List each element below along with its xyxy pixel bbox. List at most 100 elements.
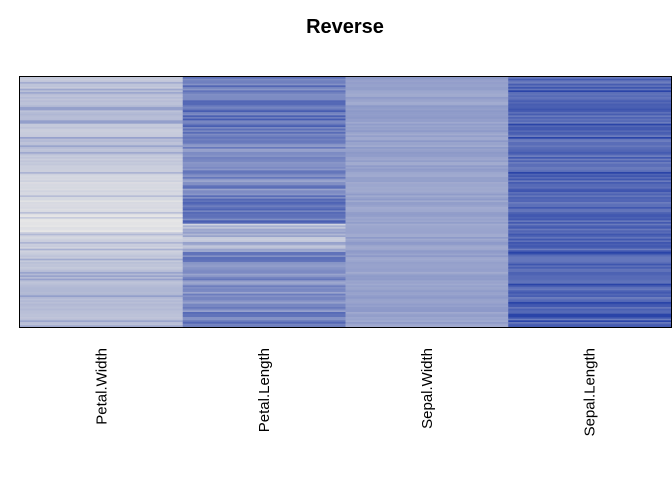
heatmap-cell	[345, 140, 509, 143]
heatmap-cell	[20, 172, 184, 175]
heatmap-cell	[345, 278, 509, 281]
heatmap-cell	[345, 92, 509, 95]
heatmap-cell	[20, 118, 184, 121]
heatmap-cell	[20, 258, 184, 261]
heatmap-cell	[20, 80, 184, 83]
heatmap-cell	[182, 185, 346, 188]
heatmap-cell	[20, 182, 184, 185]
heatmap-cell	[508, 270, 672, 273]
heatmap-cell	[182, 177, 346, 180]
heatmap-cell	[508, 207, 672, 210]
heatmap-cell	[345, 270, 509, 273]
heatmap-cell	[20, 298, 184, 301]
heatmap-cell	[20, 228, 184, 231]
heatmap-cell	[20, 302, 184, 305]
heatmap-cell	[345, 268, 509, 271]
heatmap-cell	[182, 155, 346, 158]
heatmap-cell	[20, 247, 184, 250]
heatmap-cell	[508, 277, 672, 280]
heatmap-cell	[20, 240, 184, 243]
heatmap-cell	[345, 320, 509, 323]
heatmap-cell	[182, 318, 346, 321]
heatmap-cell	[20, 277, 184, 280]
heatmap-cell	[508, 160, 672, 163]
heatmap-cell	[20, 222, 184, 225]
heatmap-cell	[20, 285, 184, 288]
heatmap-cell	[508, 237, 672, 240]
heatmap-cell	[182, 315, 346, 318]
heatmap-cell	[508, 312, 672, 315]
heatmap-cell	[182, 228, 346, 231]
heatmap-cell	[508, 115, 672, 118]
heatmap-cell	[182, 193, 346, 196]
heatmap-cell	[508, 310, 672, 313]
column-label-petal-width: Petal.Width	[93, 348, 110, 425]
heatmap-cell	[20, 160, 184, 163]
heatmap-cell	[182, 308, 346, 311]
heatmap-cell	[182, 238, 346, 241]
heatmap-cell	[345, 85, 509, 88]
heatmap-cell	[508, 235, 672, 238]
heatmap-cell	[345, 302, 509, 305]
heatmap-cell	[182, 110, 346, 113]
heatmap-cell	[345, 145, 509, 148]
heatmap-cell	[20, 272, 184, 275]
heatmap-cell	[345, 175, 509, 178]
heatmap-cell	[182, 205, 346, 208]
heatmap-cell	[508, 122, 672, 125]
heatmap-cell	[20, 243, 184, 246]
heatmap-cell	[20, 322, 184, 325]
heatmap-cell	[182, 312, 346, 315]
heatmap-cell	[182, 243, 346, 246]
heatmap-cell	[20, 235, 184, 238]
heatmap-cell	[508, 198, 672, 201]
heatmap-cell	[182, 240, 346, 243]
heatmap-cell	[182, 212, 346, 215]
heatmap-cell	[508, 305, 672, 308]
heatmap-cell	[20, 105, 184, 108]
heatmap-cell	[182, 255, 346, 258]
heatmap-cell	[20, 265, 184, 268]
heatmap-cell	[345, 147, 509, 150]
heatmap-cell	[345, 290, 509, 293]
heatmap-cell	[182, 92, 346, 95]
heatmap-cell	[345, 225, 509, 228]
heatmap-cell	[20, 203, 184, 206]
heatmap-cell	[345, 118, 509, 121]
heatmap-cell	[20, 157, 184, 160]
heatmap-cell	[508, 213, 672, 216]
heatmap-cell	[508, 188, 672, 191]
heatmap-cell	[508, 252, 672, 255]
heatmap-cell	[182, 247, 346, 250]
heatmap-cell	[20, 112, 184, 115]
heatmap-cell	[20, 195, 184, 198]
heatmap-cell	[345, 218, 509, 221]
heatmap-cell	[508, 142, 672, 145]
heatmap-cell	[345, 275, 509, 278]
heatmap-cell	[20, 127, 184, 130]
heatmap-cell	[20, 167, 184, 170]
heatmap-cell	[182, 288, 346, 291]
heatmap-cell	[182, 290, 346, 293]
heatmap-cell	[345, 315, 509, 318]
heatmap-cell	[345, 232, 509, 235]
heatmap-cell	[345, 123, 509, 126]
heatmap-cell	[508, 125, 672, 128]
heatmap-cell	[182, 253, 346, 256]
heatmap-cell	[20, 125, 184, 128]
heatmap-cell	[508, 147, 672, 150]
heatmap-cell	[182, 175, 346, 178]
heatmap-cell	[20, 162, 184, 165]
heatmap-cell	[345, 100, 509, 103]
heatmap-cell	[182, 242, 346, 245]
heatmap-cell	[508, 253, 672, 256]
heatmap-cell	[345, 277, 509, 280]
heatmap-cell	[182, 282, 346, 285]
heatmap-cell	[20, 98, 184, 101]
heatmap-cell	[508, 192, 672, 195]
heatmap-cell	[345, 182, 509, 185]
heatmap-cell	[508, 77, 672, 80]
heatmap-cell	[508, 162, 672, 165]
heatmap-cell	[345, 83, 509, 86]
